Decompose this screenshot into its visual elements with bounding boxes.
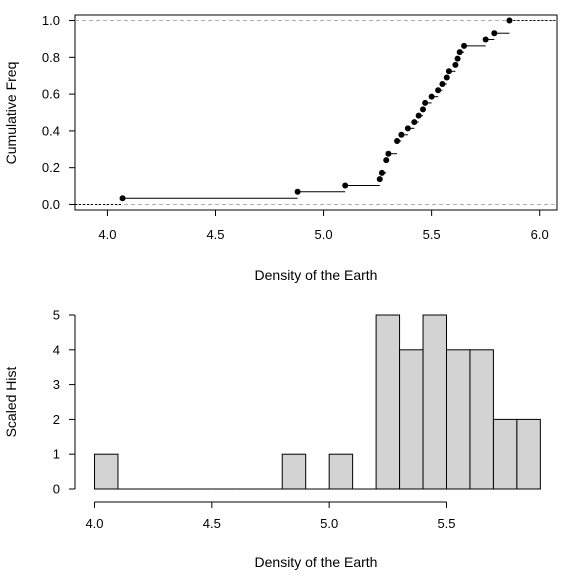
ecdf-point [342, 182, 349, 189]
ecdf-point [385, 150, 392, 157]
ecdf-panel: 4.0 4.5 5.0 5.5 6.0 0.0 0.2 0.4 0.6 0.8 1.0 Densi… [3, 13, 558, 283]
histogram-y-tick-label: 2 [53, 412, 60, 427]
histogram-bars [94, 314, 541, 490]
histogram-bar [446, 349, 471, 490]
histogram-panel: 4.0 4.5 5.0 5.5 0 1 2 3 4 5 Density of the Earth… [3, 308, 541, 570]
histogram-bar [328, 453, 354, 490]
ecdf-point [119, 195, 126, 202]
ecdf-point [383, 157, 390, 164]
histogram-y-tick-label: 1 [53, 447, 60, 462]
ecdf-point [491, 30, 498, 37]
ecdf-point [461, 42, 468, 49]
ecdf-x-axis: 4.0 4.5 5.0 5.5 6.0 [98, 210, 549, 242]
histogram-bar [94, 453, 119, 490]
ecdf-x-tick-label: 4.0 [98, 227, 116, 242]
ecdf-x-axis-label: Density of the Earth [255, 267, 378, 283]
ecdf-point [456, 49, 463, 56]
histogram-bar [399, 349, 424, 490]
histogram-bar [422, 314, 447, 490]
ecdf-point [435, 87, 442, 94]
ecdf-point [443, 74, 450, 81]
histogram-y-tick-label: 0 [53, 482, 60, 497]
histogram-y-tick-label: 3 [53, 377, 60, 392]
ecdf-point [398, 131, 405, 138]
histogram-bar [375, 314, 401, 490]
ecdf-reference-lines [75, 20, 557, 205]
histogram-y-axis-label: Scaled Hist [3, 366, 19, 437]
ecdf-y-tick-label: 0.8 [42, 50, 60, 65]
histogram-bar [516, 418, 541, 490]
ecdf-points [119, 17, 513, 202]
ecdf-x-tick-label: 6.0 [531, 227, 549, 242]
ecdf-step-segments [75, 20, 557, 205]
ecdf-x-tick-label: 4.5 [206, 227, 224, 242]
ecdf-point [422, 99, 429, 106]
ecdf-point [404, 125, 411, 132]
ecdf-point [454, 55, 461, 62]
ecdf-y-tick-label: 1.0 [42, 13, 60, 28]
ecdf-x-tick-label: 5.0 [315, 227, 333, 242]
ecdf-point [452, 61, 459, 68]
ecdf-point [378, 169, 385, 176]
ecdf-point [376, 176, 383, 183]
ecdf-point [439, 80, 446, 87]
histogram-y-tick-label: 4 [53, 342, 60, 357]
histogram-bar [492, 418, 518, 490]
histogram-x-tick-label: 4.0 [85, 516, 103, 531]
ecdf-point [415, 112, 422, 119]
histogram-x-tick-label: 5.5 [437, 516, 455, 531]
ecdf-x-tick-label: 5.5 [423, 227, 441, 242]
ecdf-y-axis-label: Cumulative Freq [3, 62, 19, 165]
histogram-y-axis: 0 1 2 3 4 5 [53, 308, 76, 497]
histogram-x-axis: 4.0 4.5 5.0 5.5 [85, 501, 456, 531]
ecdf-point [506, 17, 513, 24]
histogram-x-tick-label: 5.0 [320, 516, 338, 531]
histogram-x-axis-label: Density of the Earth [255, 554, 378, 570]
ecdf-point [482, 36, 489, 43]
ecdf-y-tick-label: 0.2 [42, 160, 60, 175]
ecdf-point [411, 119, 418, 126]
ecdf-point [445, 68, 452, 75]
ecdf-point [294, 188, 301, 195]
ecdf-y-tick-label: 0.4 [42, 123, 60, 138]
ecdf-point [419, 106, 426, 113]
ecdf-y-tick-label: 0.0 [42, 197, 60, 212]
ecdf-y-tick-label: 0.6 [42, 87, 60, 102]
histogram-x-tick-label: 4.5 [203, 516, 221, 531]
histogram-bar [281, 453, 307, 490]
histogram-y-tick-label: 5 [53, 308, 60, 323]
histogram-bar [469, 349, 494, 490]
ecdf-point [394, 138, 401, 145]
ecdf-point [428, 93, 435, 100]
ecdf-plot-box [74, 14, 558, 211]
ecdf-y-axis: 0.0 0.2 0.4 0.6 0.8 1.0 [42, 13, 75, 212]
